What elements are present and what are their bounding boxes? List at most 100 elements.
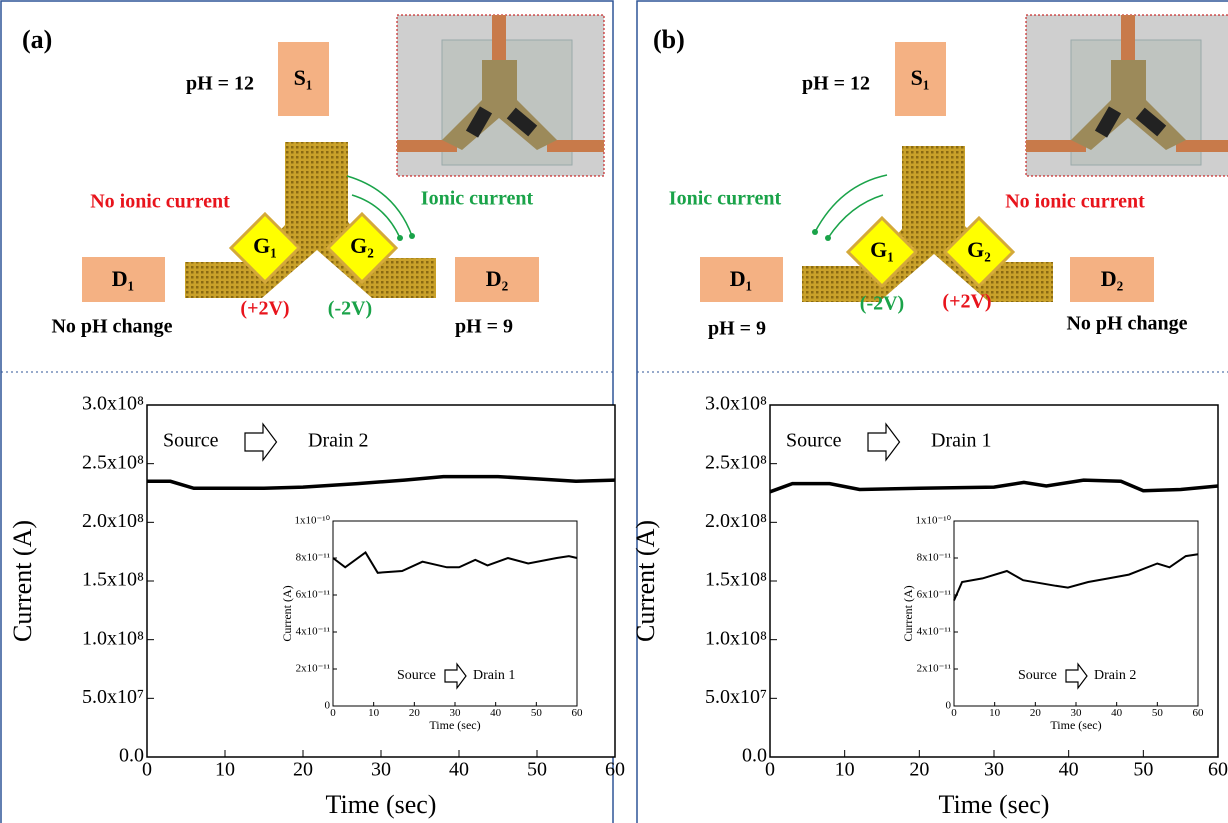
current-arrow — [351, 194, 401, 239]
arrow-head — [812, 229, 818, 235]
x-tick-label: 20 — [409, 707, 421, 719]
annotation: Drain 1 — [931, 430, 992, 452]
gate — [228, 211, 302, 285]
photo-copper — [1026, 140, 1086, 152]
y-tick-label: 2x10⁻¹¹ — [917, 663, 951, 675]
x-tick-label: 40 — [1059, 759, 1079, 781]
arrow-head — [409, 233, 415, 239]
ph-label: pH = 9 — [455, 316, 513, 338]
gate-label: G₂ — [967, 237, 991, 262]
photo-copper — [547, 140, 604, 152]
y-tick-label: 2x10⁻¹¹ — [296, 663, 330, 675]
y-tick-label: 0 — [325, 700, 331, 712]
current-arrow — [814, 174, 888, 233]
y-tick-label: 0 — [946, 700, 952, 712]
panel-label: (b) — [653, 25, 685, 54]
drain-label: D₂ — [1101, 266, 1124, 291]
photo-electrode — [506, 107, 538, 137]
annotation: Drain 2 — [1094, 668, 1136, 683]
x-tick-label: 30 — [1071, 707, 1083, 719]
voltage-label: (+2V) — [240, 298, 289, 320]
ph-label: pH = 12 — [186, 73, 254, 95]
x-tick-label: 0 — [951, 707, 957, 719]
ph-label: pH = 12 — [802, 73, 870, 95]
y-tick-label: 1x10⁻¹⁰ — [294, 515, 330, 527]
annotation: Source — [786, 430, 842, 452]
y-tick-label: 1.5x10⁸ — [705, 569, 767, 591]
current-arrow — [346, 175, 413, 237]
drain-label: D₂ — [486, 266, 509, 291]
gate-label: G₁ — [253, 233, 277, 258]
ph-label: No pH change — [1066, 313, 1187, 335]
voltage-label: (+2V) — [942, 291, 991, 313]
gate-label: G₁ — [870, 237, 894, 262]
x-tick-label: 50 — [527, 759, 547, 781]
data-line — [332, 551, 578, 574]
drain-pad — [700, 257, 783, 302]
x-tick-label: 60 — [1193, 707, 1205, 719]
y-tick-label: 2.0x10⁸ — [82, 510, 144, 532]
gate — [845, 215, 919, 289]
y-tick-label: 4x10⁻¹¹ — [296, 626, 330, 638]
status-label: Ionic current — [421, 188, 534, 210]
annotation: Drain 1 — [473, 668, 515, 683]
photo-copper — [1176, 140, 1228, 152]
annotation: Drain 2 — [308, 430, 369, 452]
x-tick-label: 60 — [605, 759, 625, 781]
x-tick-label: 50 — [1152, 707, 1164, 719]
x-axis-label: Time (sec) — [1050, 718, 1101, 732]
y-tick-label: 1.5x10⁸ — [82, 569, 144, 591]
y-tick-label: 5.0x10⁷ — [705, 686, 767, 708]
y-tick-label: 3.0x10⁸ — [82, 393, 144, 415]
source-label: S₁ — [911, 65, 930, 90]
y-tick-label: 0.0 — [119, 745, 144, 767]
x-tick-label: 0 — [765, 759, 775, 781]
x-tick-label: 10 — [989, 707, 1001, 719]
x-tick-label: 40 — [490, 707, 502, 719]
source-pad — [895, 42, 946, 116]
x-tick-label: 40 — [1111, 707, 1123, 719]
annotation-arrow — [867, 422, 901, 462]
y-tick-label: 6x10⁻¹¹ — [296, 589, 330, 601]
x-tick-label: 50 — [1133, 759, 1153, 781]
x-tick-label: 30 — [450, 707, 462, 719]
photo-copper — [492, 15, 506, 65]
data-line — [147, 474, 616, 491]
y-tick-label: 2.5x10⁸ — [82, 451, 144, 473]
y-tick-label: 3.0x10⁸ — [705, 393, 767, 415]
photo-electrode — [465, 106, 493, 138]
current-arrow — [827, 194, 884, 239]
x-tick-label: 10 — [215, 759, 235, 781]
x-axis-label: Time (sec) — [429, 718, 480, 732]
x-tick-label: 40 — [449, 759, 469, 781]
x-tick-label: 0 — [142, 759, 152, 781]
x-tick-label: 0 — [330, 707, 336, 719]
photo-copper — [397, 140, 457, 152]
y-tick-label: 4x10⁻¹¹ — [917, 626, 951, 638]
annotation: Source — [163, 430, 219, 452]
status-label: No ionic current — [90, 191, 230, 213]
gate — [942, 215, 1016, 289]
x-tick-label: 20 — [293, 759, 313, 781]
x-tick-label: 60 — [572, 707, 584, 719]
x-axis-label: Time (sec) — [326, 790, 437, 819]
annotation-arrow — [1065, 662, 1088, 690]
annotation-arrow — [244, 422, 278, 462]
ph-label: No pH change — [51, 316, 172, 338]
annotation: Source — [1018, 668, 1057, 683]
arrow-head — [825, 235, 831, 241]
y-tick-label: 6x10⁻¹¹ — [917, 589, 951, 601]
panel-label: (a) — [22, 25, 52, 54]
y-tick-label: 0.0 — [742, 745, 767, 767]
data-line — [953, 553, 1199, 601]
annotation: Source — [397, 668, 436, 683]
y-axis-label: Current (A) — [8, 520, 37, 642]
panel-border — [636, 0, 1228, 823]
y-tick-label: 1.0x10⁸ — [82, 627, 144, 649]
y-tick-label: 1x10⁻¹⁰ — [915, 515, 951, 527]
photo-copper — [1121, 15, 1135, 65]
x-tick-label: 20 — [909, 759, 929, 781]
voltage-label: (-2V) — [860, 293, 904, 315]
drain-label: D₁ — [730, 266, 752, 291]
